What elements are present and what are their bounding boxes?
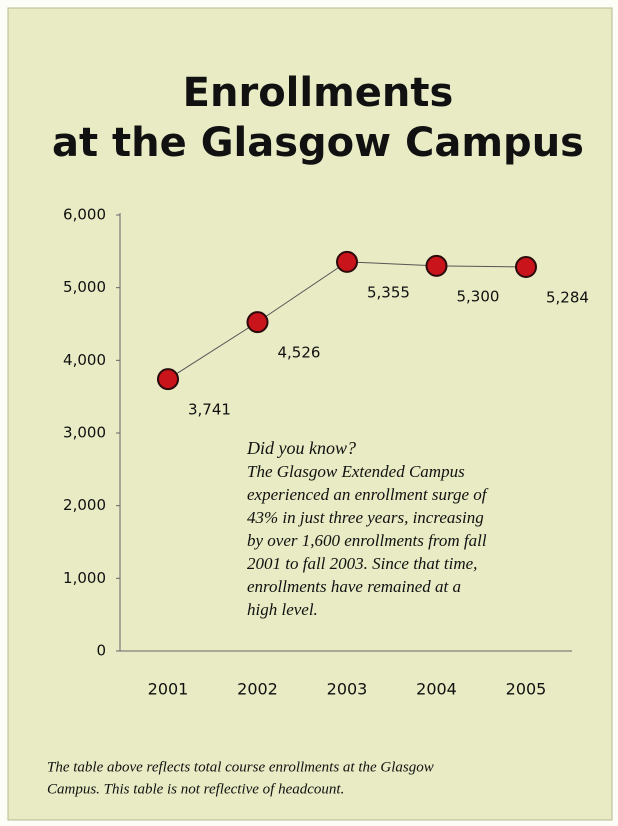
- x-tick-label: 2001: [148, 680, 189, 699]
- footnote: Campus. This table is not reflective of …: [47, 781, 344, 797]
- annotation-heading: Did you know?: [246, 438, 356, 458]
- annotation-line: enrollments have remained at a: [247, 577, 461, 596]
- data-label: 5,284: [546, 289, 589, 307]
- data-point: [246, 311, 269, 334]
- annotation-line: high level.: [247, 600, 318, 619]
- panel: [7, 7, 613, 821]
- y-tick-label: 6,000: [63, 206, 106, 224]
- annotation-line: by over 1,600 enrollments from fall: [247, 531, 487, 550]
- x-tick-label: 2003: [327, 680, 368, 699]
- data-label: 3,741: [188, 401, 231, 419]
- data-point: [425, 254, 448, 277]
- x-tick-label: 2005: [506, 680, 547, 699]
- y-tick-label: 2,000: [63, 496, 106, 514]
- data-label: 4,526: [278, 344, 321, 362]
- y-tick-label: 1,000: [63, 569, 106, 587]
- annotation-line: 2001 to fall 2003. Since that time,: [247, 554, 477, 573]
- y-tick-label: 5,000: [63, 278, 106, 296]
- y-tick-label: 4,000: [63, 351, 106, 369]
- data-label: 5,300: [457, 287, 500, 305]
- data-label: 5,355: [367, 283, 410, 301]
- annotation-line: The Glasgow Extended Campus: [247, 462, 465, 481]
- y-tick-label: 3,000: [63, 424, 106, 442]
- data-point: [336, 250, 358, 273]
- data-point: [515, 256, 537, 279]
- chart-title: at the Glasgow Campus: [52, 120, 584, 166]
- annotation-line: 43% in just three years, increasing: [247, 508, 484, 527]
- chart-title: Enrollments: [183, 70, 454, 116]
- y-tick-label: 0: [96, 642, 106, 660]
- x-tick-label: 2002: [237, 680, 278, 699]
- data-point: [157, 368, 179, 391]
- annotation-line: experienced an enrollment surge of: [247, 485, 489, 504]
- x-tick-label: 2004: [416, 680, 457, 699]
- footnote: The table above reflects total course en…: [47, 759, 434, 775]
